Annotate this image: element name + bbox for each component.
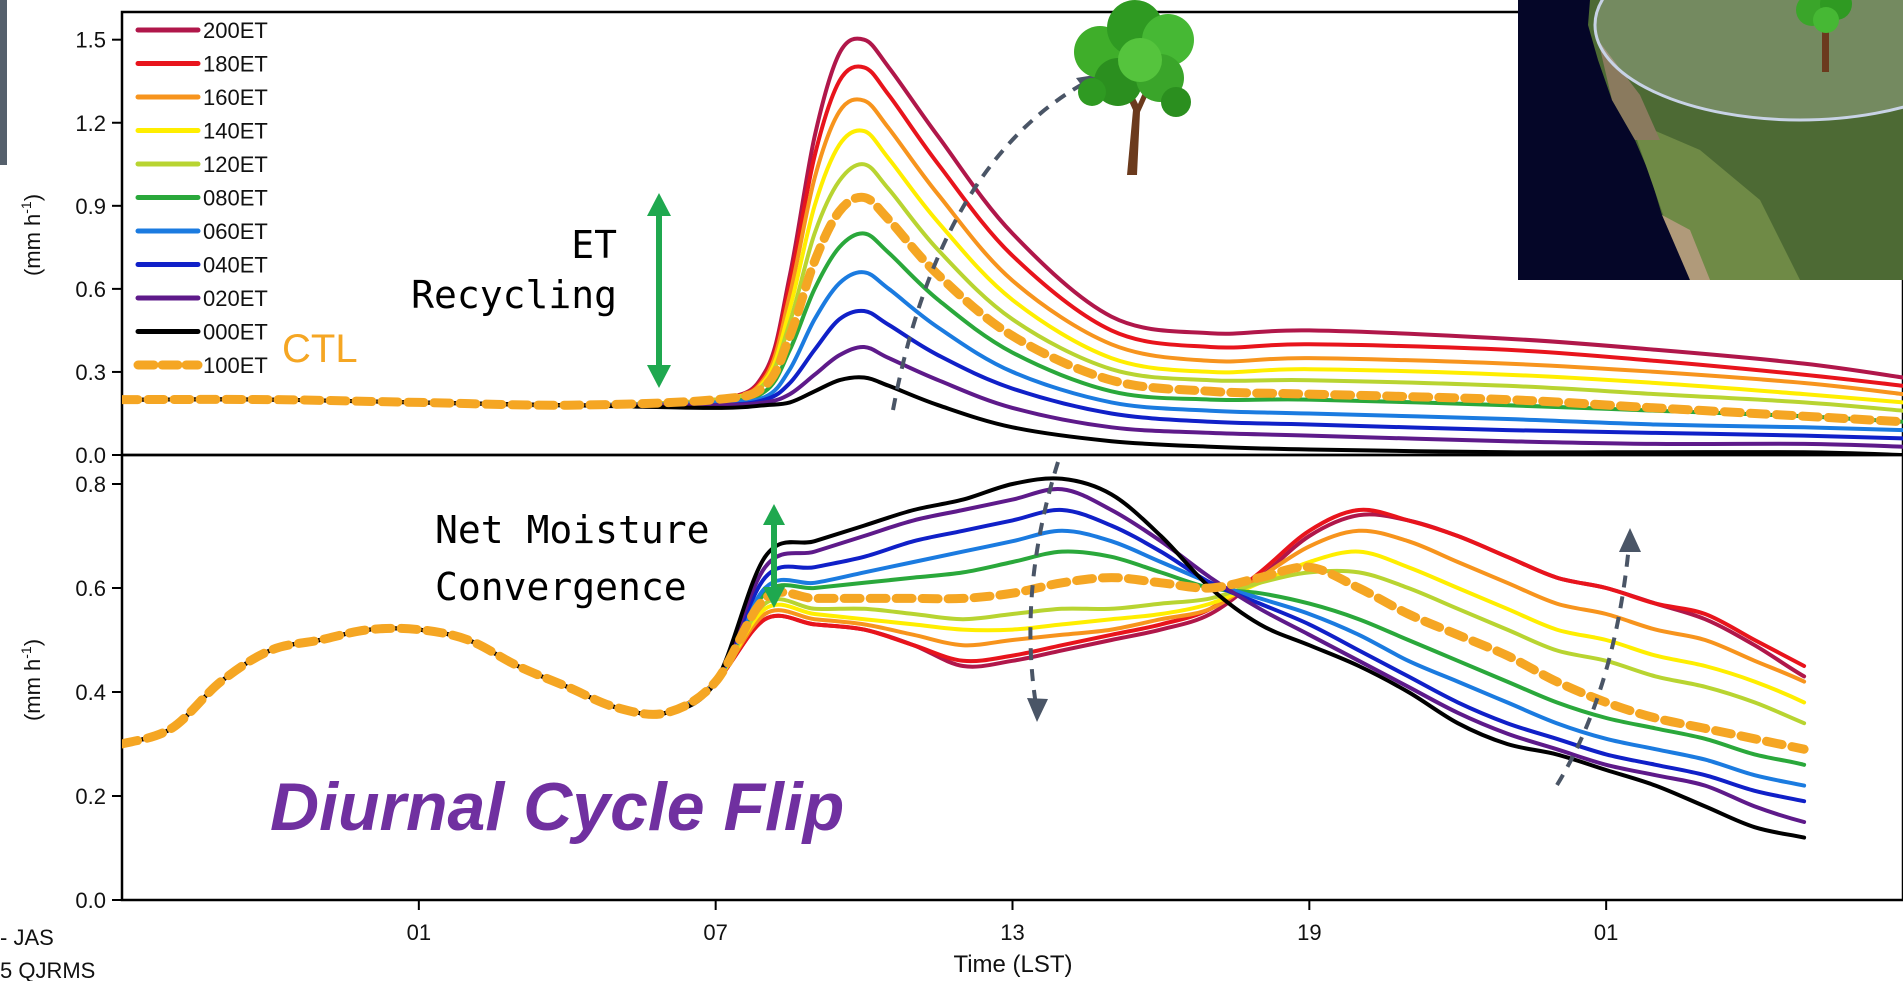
legend-label-160ET: 160ET bbox=[203, 85, 268, 110]
et-recycling-annotation: ET Recycling bbox=[411, 193, 671, 388]
south-america-satellite-map bbox=[1518, 0, 1903, 280]
legend-label-020ET: 020ET bbox=[203, 286, 268, 311]
x-tick-label: 01 bbox=[407, 920, 431, 945]
y-tick-label: 0.0 bbox=[75, 443, 106, 468]
bottom-panel: 0.0 0.2 0.4 0.6 0.8 01 07 13 19 01 (mm h-1) Time… bbox=[18, 453, 1903, 978]
y-tick-label: 0.9 bbox=[75, 194, 106, 219]
y-tick-label: 0.6 bbox=[75, 576, 106, 601]
net-moisture-label-line1: Net Moisture bbox=[435, 508, 710, 552]
green-double-arrow-icon bbox=[647, 193, 671, 388]
legend-label-200ET: 200ET bbox=[203, 18, 268, 43]
tree-icon bbox=[1074, 0, 1194, 175]
series-line-100ET-top bbox=[122, 192, 1903, 427]
reference-qjrms: 5 QJRMS bbox=[0, 958, 95, 981]
legend-label-080ET: 080ET bbox=[203, 186, 268, 211]
legend-label-060ET: 060ET bbox=[203, 219, 268, 244]
legend-label-180ET: 180ET bbox=[203, 52, 268, 77]
top-series-group bbox=[122, 36, 1903, 455]
x-axis: 01 07 13 19 01 bbox=[407, 900, 1618, 945]
bottom-down-arrowhead-icon bbox=[1027, 698, 1048, 722]
net-moisture-label-line2: Convergence bbox=[435, 565, 687, 609]
green-double-arrow-icon bbox=[763, 504, 785, 608]
bottom-trend-arrow-up bbox=[1555, 544, 1631, 787]
y-tick-label: 0.0 bbox=[75, 888, 106, 913]
top-y-axis-label: (mm h-1) bbox=[18, 194, 45, 276]
reference-jas: - JAS bbox=[0, 925, 54, 950]
legend-label-120ET: 120ET bbox=[203, 152, 268, 177]
x-tick-label: 19 bbox=[1297, 920, 1321, 945]
figure-title: Diurnal Cycle Flip bbox=[270, 769, 844, 845]
et-recycling-label-line2: Recycling bbox=[411, 273, 617, 317]
y-tick-label: 1.5 bbox=[75, 28, 106, 53]
series-line-160ET-bottom bbox=[122, 528, 1807, 746]
y-tick-label: 0.2 bbox=[75, 784, 106, 809]
net-moisture-annotation: Net Moisture Convergence bbox=[435, 504, 785, 609]
x-tick-label: 13 bbox=[1000, 920, 1024, 945]
map-tree-icon bbox=[1796, 0, 1852, 72]
et-recycling-label-line1: ET bbox=[571, 223, 617, 267]
legend-label-000ET: 000ET bbox=[203, 320, 268, 345]
left-photo-fragment bbox=[0, 0, 7, 165]
bottom-y-axis: 0.0 0.2 0.4 0.6 0.8 bbox=[75, 472, 122, 913]
bottom-series-group bbox=[122, 476, 1809, 840]
top-panel: 0.0 0.3 0.6 0.9 1.2 1.5 (mm h-1) 200ET 180ET 16… bbox=[18, 10, 1903, 468]
series-line-040ET-top bbox=[122, 308, 1903, 441]
y-tick-label: 0.8 bbox=[75, 472, 106, 497]
y-tick-label: 0.3 bbox=[75, 360, 106, 385]
legend: 200ET 180ET 160ET 140ET 120ET 080ET 060ET 040ET… bbox=[133, 18, 268, 378]
series-line-100ET-bottom bbox=[122, 562, 1809, 754]
legend-label-140ET: 140ET bbox=[203, 119, 268, 144]
legend-label-040ET: 040ET bbox=[203, 253, 268, 278]
top-y-axis: 0.0 0.3 0.6 0.9 1.2 1.5 bbox=[75, 28, 122, 468]
legend-label-100ET: 100ET bbox=[203, 353, 268, 378]
y-tick-label: 1.2 bbox=[75, 111, 106, 136]
x-tick-label: 01 bbox=[1594, 920, 1618, 945]
y-tick-label: 0.4 bbox=[75, 680, 106, 705]
y-tick-label: 0.6 bbox=[75, 277, 106, 302]
legend-ctl-label: CTL bbox=[282, 327, 358, 371]
x-tick-label: 07 bbox=[703, 920, 727, 945]
bottom-y-axis-label: (mm h-1) bbox=[18, 639, 45, 721]
bottom-up-arrowhead-icon bbox=[1619, 528, 1641, 552]
series-line-080ET-bottom bbox=[122, 549, 1807, 767]
top-trend-arrow bbox=[891, 78, 1091, 411]
x-axis-label: Time (LST) bbox=[953, 951, 1072, 978]
bottom-trend-arrow-down bbox=[1028, 461, 1060, 706]
dashed-trend-arrows bbox=[891, 78, 1631, 787]
